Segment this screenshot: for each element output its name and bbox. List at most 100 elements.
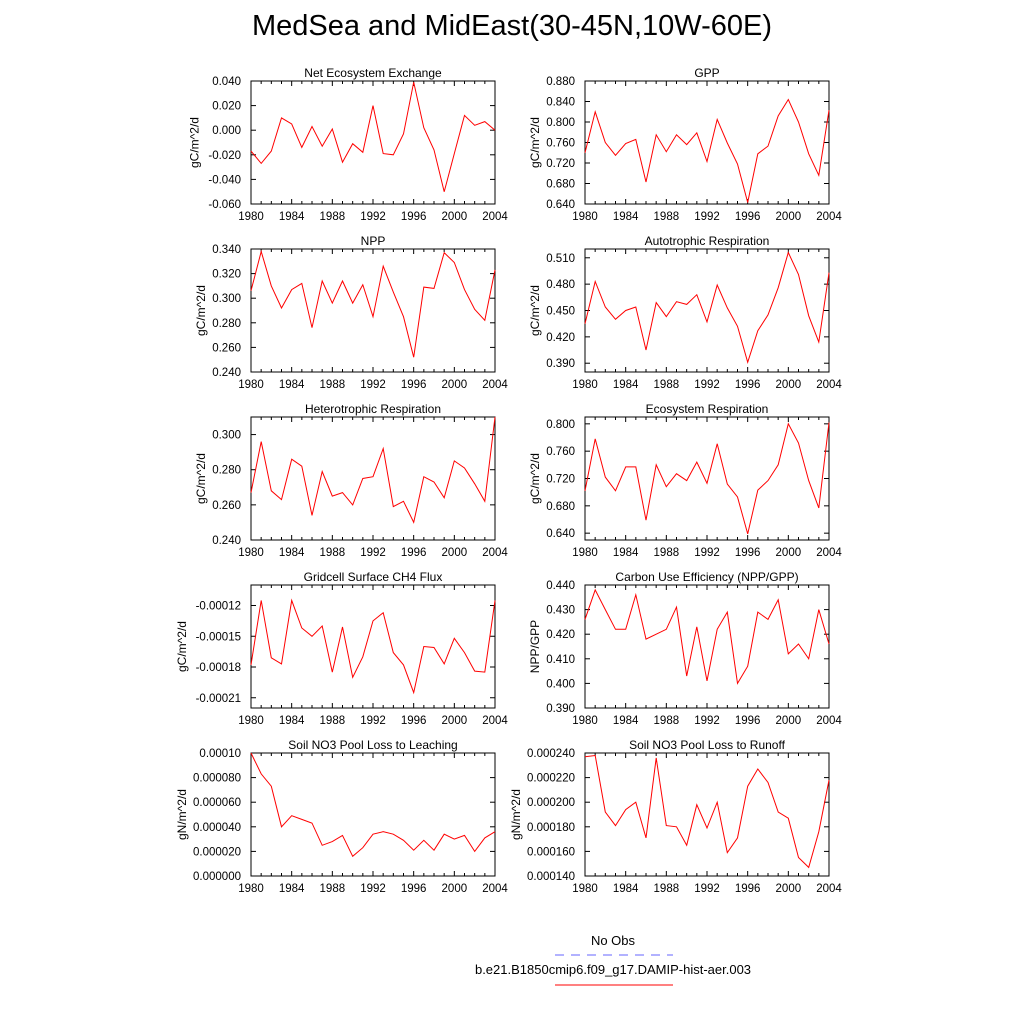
y-tick-label: 0.260 (212, 342, 241, 354)
x-tick-label: 1980 (572, 883, 598, 895)
legend-label-obs: No Obs (591, 933, 636, 948)
series-line (250, 249, 496, 358)
y-axis-label: NPP/GPP (528, 620, 542, 673)
x-tick-label: 2004 (482, 379, 508, 391)
y-tick-label: 0.800 (546, 419, 575, 431)
x-tick-label: 2000 (442, 547, 468, 559)
y-tick-label: 0.390 (546, 703, 575, 715)
x-tick-label: 2004 (482, 883, 508, 895)
x-tick-label: 2000 (442, 379, 468, 391)
x-tick-label: 1980 (572, 715, 598, 727)
y-axis-label: gC/m^2/d (528, 117, 542, 168)
series-line (584, 754, 830, 869)
x-tick-label: 1992 (694, 379, 720, 391)
x-tick-label: 1984 (613, 379, 639, 391)
x-tick-label: 2000 (442, 715, 468, 727)
y-tick-label: 0.000160 (527, 846, 575, 858)
x-tick-label: 1980 (238, 211, 264, 223)
panel-title: Ecosystem Respiration (646, 402, 769, 416)
x-tick-label: 1996 (401, 883, 427, 895)
plot-frame (584, 80, 830, 205)
y-tick-label: 0.880 (546, 76, 575, 88)
x-tick-label: 2004 (482, 547, 508, 559)
panel-title: GPP (694, 66, 719, 80)
y-tick-label: 0.760 (546, 138, 575, 150)
x-tick-label: 1984 (613, 715, 639, 727)
y-tick-label: 0.510 (546, 253, 575, 265)
y-tick-label: 0.400 (546, 678, 575, 690)
chart-panel-10: Soil NO3 Pool Loss to Runoff 1980 1984 1988… (509, 738, 843, 895)
x-tick-label: 1996 (735, 547, 761, 559)
y-tick-label: 0.000200 (527, 797, 575, 809)
plot-frame (250, 80, 496, 205)
x-tick-label: 1988 (320, 883, 346, 895)
x-tick-label: 1996 (735, 211, 761, 223)
x-tick-label: 1980 (238, 547, 264, 559)
x-tick-label: 1980 (572, 379, 598, 391)
x-tick-label: 2004 (816, 211, 842, 223)
y-tick-label: 0.450 (546, 306, 575, 318)
plot-frame (584, 248, 830, 373)
x-tick-label: 1996 (401, 547, 427, 559)
y-tick-label: -0.00015 (196, 631, 241, 643)
series-line (584, 422, 830, 535)
y-tick-label: 0.340 (212, 244, 241, 256)
x-tick-label: 2000 (442, 211, 468, 223)
x-tick-label: 1988 (654, 379, 680, 391)
panel-title: Heterotrophic Respiration (305, 402, 441, 416)
plot-frame (584, 416, 830, 541)
x-tick-label: 1984 (279, 883, 305, 895)
series-line (250, 752, 496, 858)
y-tick-label: 0.300 (212, 430, 241, 442)
y-axis-label: gC/m^2/d (528, 453, 542, 504)
y-tick-label: 0.000080 (193, 773, 241, 785)
x-tick-label: 1992 (360, 715, 386, 727)
x-tick-label: 1988 (320, 211, 346, 223)
y-axis-label: gN/m^2/d (509, 789, 523, 840)
chart-panel-3: NPP 1980 1984 1988 1992 1996 2000 2004 0.240 0.26… (194, 234, 508, 391)
y-axis-label: gC/m^2/d (175, 621, 189, 672)
chart-panel-6: Ecosystem Respiration 1980 1984 1988 1992 199… (528, 402, 842, 559)
x-tick-label: 1980 (572, 547, 598, 559)
x-tick-label: 2004 (482, 715, 508, 727)
y-tick-label: 0.410 (546, 654, 575, 666)
y-tick-label: 0.680 (546, 501, 575, 513)
y-tick-label: 0.000 (212, 125, 241, 137)
plot-frame (250, 416, 496, 541)
chart-panel-4: Autotrophic Respiration 1980 1984 1988 1992 1… (528, 234, 842, 391)
y-tick-label: 0.800 (546, 117, 575, 129)
y-axis-label: gC/m^2/d (188, 117, 202, 168)
x-tick-label: 1988 (654, 211, 680, 223)
panel-title: Net Ecosystem Exchange (304, 66, 442, 80)
legend: No Obs b.e21.B1850cmip6.f09_g17.DAMIP-his… (475, 933, 751, 986)
x-tick-label: 2004 (816, 883, 842, 895)
y-tick-label: 0.240 (212, 535, 241, 547)
x-tick-label: 1992 (360, 211, 386, 223)
panel-title: Soil NO3 Pool Loss to Leaching (288, 738, 457, 752)
panel-title: Autotrophic Respiration (645, 234, 770, 248)
y-tick-label: 0.720 (546, 474, 575, 486)
x-tick-label: 1992 (694, 547, 720, 559)
x-tick-label: 2004 (816, 547, 842, 559)
y-tick-label: 0.000180 (527, 822, 575, 834)
series-line (250, 598, 496, 695)
x-tick-label: 2000 (442, 883, 468, 895)
y-tick-label: -0.00021 (196, 693, 241, 705)
y-tick-label: 0.240 (212, 367, 241, 379)
chart-panel-8: Carbon Use Efficiency (NPP/GPP) 1980 1984 1… (528, 570, 842, 727)
x-tick-label: 1988 (320, 547, 346, 559)
x-tick-label: 2004 (482, 211, 508, 223)
x-tick-label: 1980 (238, 715, 264, 727)
y-tick-label: 0.680 (546, 179, 575, 191)
x-tick-label: 1996 (401, 379, 427, 391)
y-tick-label: 0.280 (212, 318, 241, 330)
x-tick-label: 1992 (694, 211, 720, 223)
y-tick-label: 0.000140 (527, 871, 575, 883)
y-tick-label: 0.000020 (193, 846, 241, 858)
x-tick-label: 1980 (572, 211, 598, 223)
x-tick-label: 1988 (654, 883, 680, 895)
panel-title: Carbon Use Efficiency (NPP/GPP) (615, 570, 798, 584)
y-axis-label: gN/m^2/d (175, 789, 189, 840)
x-tick-label: 1992 (694, 715, 720, 727)
